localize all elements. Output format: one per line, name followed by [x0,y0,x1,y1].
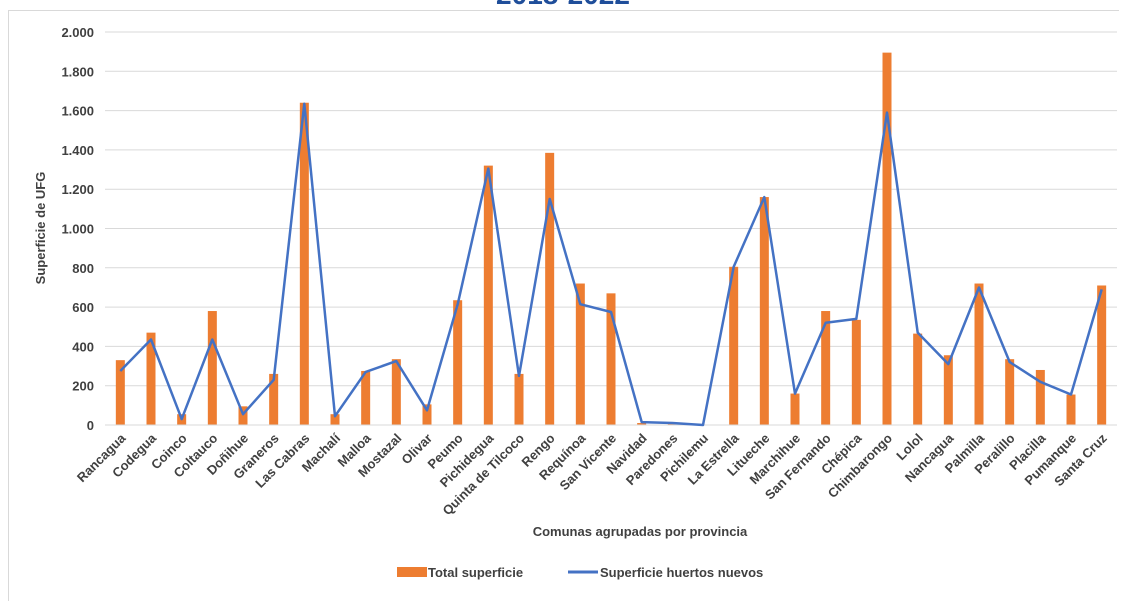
bar [882,52,892,425]
chart-title: 2018-2022 [496,0,630,10]
bar [269,373,279,425]
y-tick-label: 600 [72,300,94,315]
lines [119,102,1103,427]
bar [606,293,616,425]
bar [514,373,524,425]
bar [115,360,125,425]
bar [974,283,984,425]
legend-bar-label: Total superficie [428,565,523,580]
bar [759,197,769,425]
bar [1097,285,1107,425]
legend: Total superficie Superficie huertos nuev… [397,565,763,580]
bar [238,406,248,425]
x-axis-title: Comunas agrupadas por provincia [533,524,748,539]
y-tick-label: 1.800 [61,64,94,79]
y-tick-label: 2.000 [61,25,94,40]
series-line [119,102,1103,427]
bar [361,370,371,425]
y-tick-label: 400 [72,339,94,354]
y-tick-label: 1.000 [61,222,94,237]
bar [851,319,861,425]
bar [483,165,493,425]
bar [330,414,340,425]
bars [115,52,1107,426]
bar [790,393,800,425]
y-tick-label: 800 [72,261,94,276]
y-tick-label: 200 [72,379,94,394]
y-tick-label: 1.400 [61,143,94,158]
bar [545,152,555,425]
bar [1066,394,1076,425]
y-tick-label: 0 [87,418,94,433]
bar [422,404,432,425]
bar [1035,369,1045,425]
bar [821,311,831,425]
bar [391,359,401,425]
legend-line-label: Superficie huertos nuevos [600,565,763,580]
bar [207,311,217,425]
chart-frame [8,10,1119,601]
y-tick-label: 1.600 [61,104,94,119]
bar [729,266,739,425]
x-axis-ticks: RancaguaCodeguaCoincoColtaucoDoñihueGran… [74,430,1110,518]
bar [146,332,156,425]
y-axis-ticks: 0 200 400 600 800 1.000 1.200 1.400 1.600 1.800 2.… [61,25,94,433]
bar [943,355,953,425]
bar [1005,359,1015,425]
bar [913,333,923,425]
bar [637,423,647,425]
bar [299,102,309,426]
y-axis-title: Superficie de UFG [33,172,48,285]
bar [453,300,463,425]
y-tick-label: 1.200 [61,182,94,197]
legend-bar-swatch [397,567,427,577]
bar [575,283,585,425]
